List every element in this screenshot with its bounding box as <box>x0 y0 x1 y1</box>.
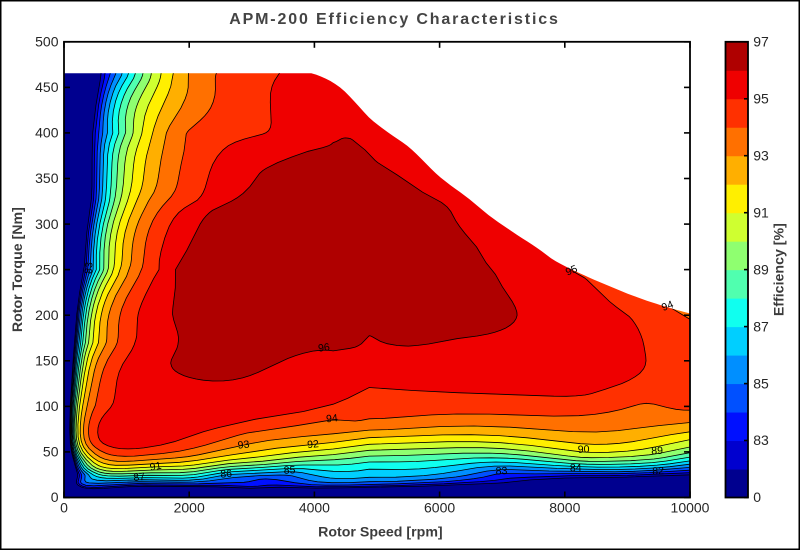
svg-text:93: 93 <box>237 438 250 451</box>
svg-text:94: 94 <box>326 412 339 425</box>
svg-text:6000: 6000 <box>424 500 455 516</box>
svg-text:83: 83 <box>753 432 769 448</box>
svg-text:83: 83 <box>495 465 507 477</box>
svg-text:96: 96 <box>317 341 330 355</box>
svg-text:500: 500 <box>35 34 59 50</box>
svg-text:350: 350 <box>35 170 59 186</box>
svg-text:82: 82 <box>652 465 664 477</box>
svg-text:250: 250 <box>35 261 59 277</box>
svg-text:86: 86 <box>220 468 233 481</box>
svg-text:50: 50 <box>43 444 59 460</box>
svg-text:8000: 8000 <box>549 500 580 516</box>
svg-text:87: 87 <box>133 471 146 485</box>
svg-text:85: 85 <box>283 464 295 477</box>
svg-text:Rotor Speed [rpm]: Rotor Speed [rpm] <box>318 525 443 541</box>
svg-text:2000: 2000 <box>174 500 205 516</box>
svg-text:85: 85 <box>753 375 769 391</box>
svg-text:300: 300 <box>35 216 59 232</box>
svg-text:94: 94 <box>660 298 675 314</box>
svg-text:0: 0 <box>60 500 68 516</box>
svg-text:10000: 10000 <box>671 500 710 516</box>
svg-text:89: 89 <box>651 445 663 457</box>
svg-text:Efficiency [%]: Efficiency [%] <box>771 223 787 316</box>
svg-text:91: 91 <box>149 460 163 474</box>
svg-text:91: 91 <box>753 204 769 220</box>
svg-text:450: 450 <box>35 79 59 95</box>
svg-text:87: 87 <box>753 318 769 334</box>
svg-text:APM-200 Efficiency Characteris: APM-200 Efficiency Characteristics <box>229 11 560 28</box>
svg-text:95: 95 <box>564 263 580 279</box>
svg-text:84: 84 <box>570 462 582 474</box>
svg-text:150: 150 <box>35 353 59 369</box>
svg-text:200: 200 <box>35 307 59 323</box>
svg-text:95: 95 <box>753 91 769 107</box>
svg-text:93: 93 <box>753 147 769 163</box>
svg-text:92: 92 <box>307 438 320 451</box>
svg-text:90: 90 <box>578 443 590 455</box>
svg-text:83: 83 <box>83 262 96 275</box>
svg-text:100: 100 <box>35 398 59 414</box>
svg-text:Rotor Torque [Nm]: Rotor Torque [Nm] <box>10 207 26 332</box>
svg-text:0: 0 <box>51 489 59 505</box>
svg-text:0: 0 <box>753 489 761 505</box>
svg-text:400: 400 <box>35 125 59 141</box>
svg-text:89: 89 <box>753 261 769 277</box>
svg-text:4000: 4000 <box>299 500 330 516</box>
svg-text:97: 97 <box>753 34 769 50</box>
